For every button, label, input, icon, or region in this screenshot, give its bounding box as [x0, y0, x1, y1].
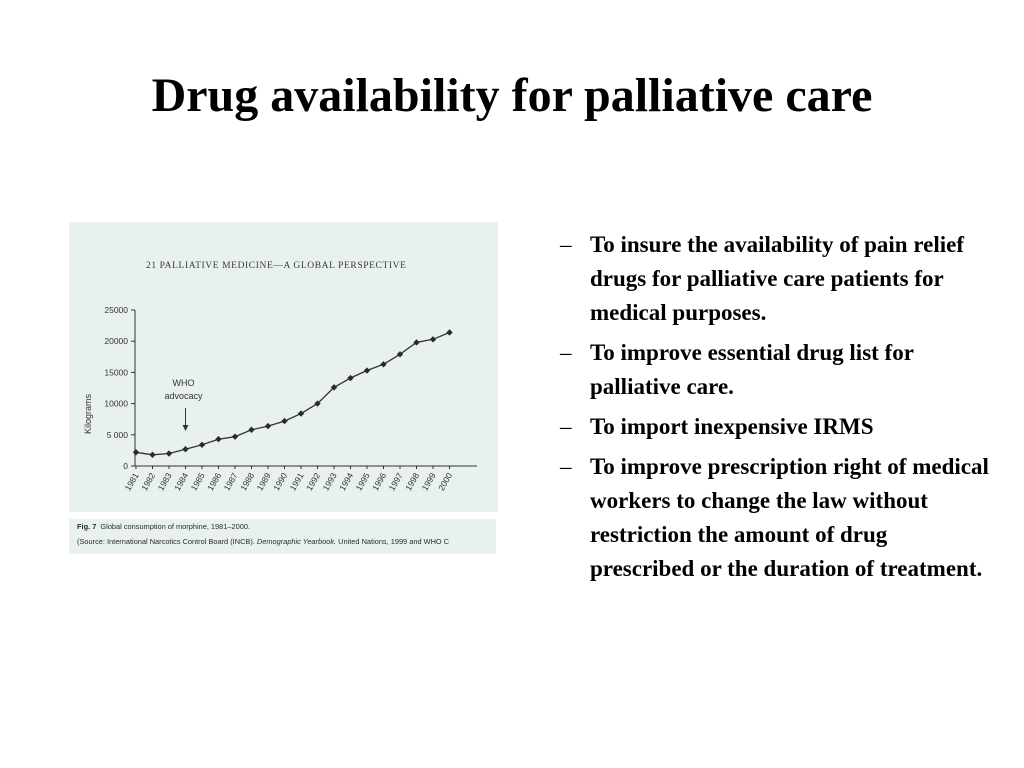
annotation-text: WHO	[173, 378, 195, 388]
bullet-text: To import inexpensive IRMS	[590, 414, 874, 439]
data-point	[314, 400, 321, 407]
source-line: (Source: International Narcotics Control…	[77, 537, 449, 547]
line-chart: 21 PALLIATIVE MEDICINE—A GLOBAL PERSPECT…	[83, 261, 477, 493]
x-tick-label: 1990	[271, 471, 289, 493]
y-tick-label: 0	[123, 461, 128, 471]
x-tick-label: 1987	[222, 471, 240, 493]
x-tick-label: 2000	[436, 471, 454, 493]
bullet-list: – To insure the availability of pain reli…	[560, 228, 1000, 592]
y-tick-label: 15000	[104, 367, 128, 377]
bullet-text: To insure the availability of pain relie…	[590, 232, 964, 325]
bullet-marker: –	[560, 414, 572, 439]
data-point	[347, 374, 354, 382]
data-point	[429, 336, 437, 343]
source-italic: Demographic Yearbook.	[256, 537, 337, 546]
y-tick-label: 20000	[104, 336, 128, 346]
x-tick-label: 1983	[156, 471, 174, 493]
bullet-text: To improve essential drug list for palli…	[590, 340, 914, 399]
who-advocacy-annotation: WHO advocacy	[164, 378, 203, 431]
x-tick-label: 1991	[288, 471, 306, 493]
data-point	[149, 451, 156, 458]
x-ticks: 1981198219831984198519861987198819891990…	[123, 466, 454, 493]
morphine-consumption-figure: 21 PALLIATIVE MEDICINE—A GLOBAL PERSPECT…	[69, 222, 498, 554]
data-point	[198, 441, 206, 448]
data-point	[330, 384, 338, 391]
data-point	[182, 445, 189, 453]
x-tick-label: 1994	[337, 471, 355, 493]
x-tick-label: 1993	[321, 471, 339, 493]
data-point	[396, 351, 404, 358]
bullet-marker: –	[560, 340, 572, 365]
x-tick-label: 1989	[255, 471, 273, 493]
data-point	[165, 450, 173, 457]
bullet-text: To improve prescription right of medical…	[590, 454, 989, 581]
x-tick-label: 1992	[304, 471, 322, 493]
data-point	[380, 361, 387, 368]
bullet-marker: –	[560, 454, 572, 479]
data-point	[413, 339, 420, 346]
figure-caption: Fig. 7 Global consumption of morphine, 1…	[69, 519, 496, 554]
data-point	[363, 367, 371, 374]
data-point	[215, 435, 222, 443]
bullet-item: – To insure the availability of pain reli…	[560, 228, 1000, 330]
bullet-item: – To improve essential drug list for pall…	[560, 336, 1000, 404]
y-axis-label: Kilograms	[83, 393, 93, 434]
x-tick-label: 1981	[123, 471, 141, 493]
x-tick-label: 1985	[189, 471, 207, 493]
source-open: (Source: International Narcotics Control…	[77, 537, 257, 546]
bullet-item: – To import inexpensive IRMS	[560, 410, 1000, 444]
x-tick-label: 1986	[205, 471, 223, 493]
x-tick-label: 1982	[139, 471, 157, 493]
x-tick-label: 1998	[403, 471, 421, 493]
bullet-marker: –	[560, 232, 572, 257]
bullet-item: – To improve prescription right of medica…	[560, 450, 1000, 586]
chart-axes	[134, 310, 477, 467]
y-tick-label: 5 000	[107, 430, 129, 440]
y-tick-label: 10000	[104, 399, 128, 409]
caption-label: Fig. 7	[77, 522, 97, 531]
y-tick-label: 25000	[104, 305, 128, 315]
figure-header: 21 PALLIATIVE MEDICINE—A GLOBAL PERSPECT…	[146, 261, 406, 271]
slide-title: Drug availability for palliative care	[151, 69, 873, 122]
chart-panel: 21 PALLIATIVE MEDICINE—A GLOBAL PERSPECT…	[69, 222, 498, 512]
annotation-text: advocacy	[164, 391, 203, 401]
x-tick-label: 1996	[370, 471, 388, 493]
series-line	[135, 331, 450, 456]
data-point	[281, 417, 288, 425]
annotation-arrow-head	[182, 425, 189, 431]
data-point	[248, 426, 255, 434]
x-tick-label: 1999	[420, 471, 438, 493]
data-point	[264, 422, 272, 430]
x-tick-label: 1984	[172, 471, 190, 493]
data-point	[132, 449, 140, 456]
caption-text: Global consumption of morphine, 1981–200…	[100, 522, 250, 531]
caption-line: Fig. 7 Global consumption of morphine, 1…	[77, 522, 250, 532]
x-tick-label: 1988	[238, 471, 256, 493]
data-point	[231, 433, 239, 440]
data-point	[446, 329, 453, 336]
source-rest: United Nations, 1999 and WHO C	[336, 537, 450, 546]
data-point	[297, 410, 305, 417]
x-tick-label: 1997	[387, 471, 405, 493]
x-tick-label: 1995	[354, 471, 372, 493]
